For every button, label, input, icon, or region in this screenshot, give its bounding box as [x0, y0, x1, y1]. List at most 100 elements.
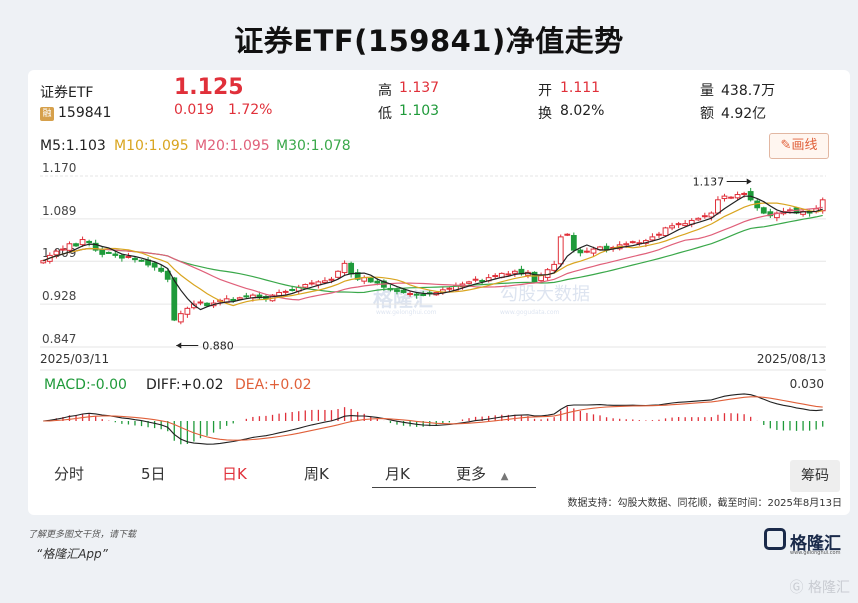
candle-body [164, 270, 171, 280]
candle-body [335, 270, 341, 278]
candle-body [138, 259, 145, 262]
candle-body [341, 262, 348, 274]
candle-body [348, 262, 355, 275]
candle-body [302, 284, 309, 288]
candle-body [760, 207, 767, 214]
candle-body [584, 250, 590, 253]
last-price: 1.125 [174, 75, 244, 100]
candle-body [682, 223, 689, 227]
candle-body [728, 196, 734, 199]
corner-watermark: Ⓖ 格隆汇 [790, 577, 850, 597]
amount-label: 额 [700, 106, 714, 122]
candle-body [472, 278, 479, 281]
candle-body [132, 257, 138, 261]
draw-line-button[interactable]: ✎画线 [769, 133, 829, 159]
volume-value: 438.7万 [721, 83, 776, 99]
tab-intraday[interactable]: 分时 [54, 465, 85, 483]
candle-body [308, 282, 315, 285]
candle-body [243, 295, 250, 298]
candle-body [394, 289, 400, 292]
candle-body [86, 240, 93, 244]
candle-body [158, 267, 165, 272]
candle-body [354, 272, 361, 280]
chart-card: 证券ETF 融 159841 1.125 0.019 1.72% 高 1.137 … [28, 70, 850, 515]
candle-body [204, 302, 210, 307]
ytick-label: 0.847 [42, 332, 76, 346]
candle-body [79, 239, 86, 246]
chart-watermark-b: 勾股大数据 [500, 284, 590, 305]
draw-line-label: 画线 [791, 138, 818, 153]
margin-tag: 融 [40, 107, 54, 121]
candle-body [701, 215, 708, 218]
candle-body [282, 290, 289, 293]
ma20-line [43, 206, 823, 301]
chart-watermark-sub-a: www.gelonghui.com [376, 309, 437, 316]
volume-label: 量 [700, 83, 714, 99]
candle-body [557, 236, 564, 265]
candle-body [400, 289, 407, 293]
candle-body [374, 280, 381, 284]
candle-body [721, 195, 728, 200]
low-value: 1.103 [399, 103, 440, 119]
tab-more[interactable]: 更多 ▲ [456, 460, 509, 491]
logo-text: 格隆汇 [790, 534, 841, 554]
macd-ymax-label: 0.030 [790, 377, 824, 391]
candle-body [92, 242, 99, 251]
high-value: 1.137 [399, 80, 440, 96]
ytick-label: 1.089 [42, 204, 76, 218]
candle-body [118, 254, 125, 259]
candle-body [708, 212, 715, 218]
candle-body [466, 281, 472, 284]
watermark-text: 格隆汇 [808, 580, 850, 596]
x-end-label: 2025/08/13 [757, 352, 826, 366]
dea-legend: DEA:+0.02 [235, 377, 312, 393]
candle-body [289, 289, 296, 292]
high-arrow-head [746, 178, 752, 185]
candle-body [656, 233, 662, 236]
ma30-legend: M30:1.078 [276, 138, 351, 154]
x-start-label: 2025/03/11 [40, 352, 109, 366]
ma10-line [43, 202, 823, 307]
candle-body [230, 298, 237, 301]
fund-name: 证券ETF [40, 85, 94, 101]
candle-body [151, 262, 158, 268]
data-source-note: 数据支持：勾股大数据、同花顺，截至时间：2025年8月13日 [567, 498, 842, 509]
logo-mark-icon [764, 528, 786, 550]
high-annotation: 1.137 [693, 175, 725, 188]
candle-body [819, 199, 826, 212]
ma10-legend: M10:1.095 [114, 138, 189, 154]
tab-monthly[interactable]: 月K [385, 465, 410, 483]
tab-daily[interactable]: 日K [222, 465, 247, 483]
candle-body [197, 301, 204, 304]
tab-weekly[interactable]: 周K [304, 465, 329, 483]
candle-body [420, 293, 427, 296]
candle-body [505, 273, 512, 276]
candle-body [623, 243, 630, 246]
candle-body [531, 271, 538, 283]
candle-body [734, 194, 741, 199]
pencil-icon: ✎ [780, 138, 792, 153]
footer-download-hint: 了解更多图文干货，请下载 [28, 530, 137, 540]
ytick-label: 1.170 [42, 161, 76, 175]
turnover-label: 换 [538, 106, 552, 122]
candle-body [407, 293, 413, 296]
chips-button[interactable]: 筹码 [790, 460, 840, 492]
candle-body [236, 297, 243, 300]
candle-body [40, 260, 47, 264]
candle-body [367, 277, 374, 283]
candle-body [695, 217, 702, 221]
price-change: 0.019 [174, 102, 215, 118]
brand-logo: 格隆汇 www.gelonghui.com [764, 528, 848, 558]
fund-code: 159841 [58, 105, 112, 121]
price-change-pct: 1.72% [228, 102, 273, 118]
candle-body [577, 249, 584, 254]
candle-body [551, 263, 558, 271]
candle-body [73, 243, 79, 247]
candle-body [590, 248, 597, 254]
candle-body [99, 248, 106, 255]
ma20-legend: M20:1.095 [195, 138, 270, 154]
candle-body [715, 199, 721, 214]
tab-underline [372, 487, 536, 488]
tab-5day[interactable]: 5日 [141, 465, 166, 483]
